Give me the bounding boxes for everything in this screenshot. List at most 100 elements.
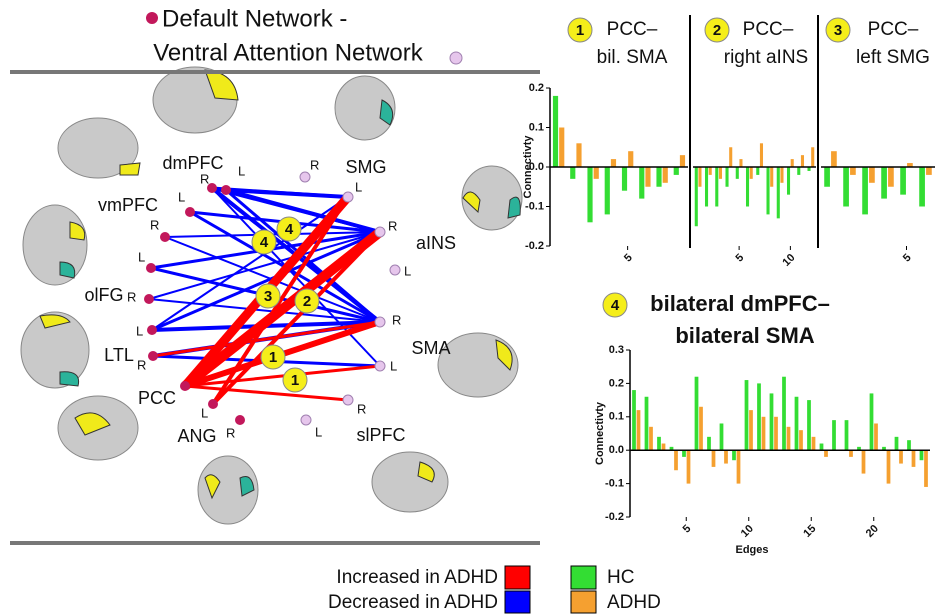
region-blob xyxy=(508,197,520,218)
bar xyxy=(920,450,924,460)
bar xyxy=(745,380,749,450)
bar xyxy=(622,167,627,191)
bar xyxy=(695,377,699,450)
side-label: R xyxy=(310,157,319,172)
bar xyxy=(715,167,718,207)
bar xyxy=(845,420,849,450)
bar xyxy=(770,393,774,450)
network-title: Default Network - xyxy=(162,5,347,32)
y-tick-label: -0.2 xyxy=(605,511,624,523)
bar xyxy=(709,167,712,175)
bar xyxy=(639,167,644,199)
bar xyxy=(663,167,668,183)
x-tick-label: 5 xyxy=(901,252,914,265)
bar xyxy=(649,427,653,450)
bar xyxy=(862,450,866,473)
region-label: ANG xyxy=(177,426,216,446)
side-label: L xyxy=(315,424,322,439)
dmn-node xyxy=(148,351,158,361)
bar xyxy=(824,450,828,457)
bar xyxy=(737,450,741,483)
bar xyxy=(850,167,856,175)
dmn-node xyxy=(235,415,245,425)
bar xyxy=(791,159,794,167)
dmn-node xyxy=(160,232,170,242)
y-tick-label: 0.1 xyxy=(609,411,624,423)
dmn-node xyxy=(221,185,231,195)
legend-swatch xyxy=(505,566,530,589)
bar xyxy=(832,420,836,450)
side-label: R xyxy=(127,289,136,304)
badge-number: 2 xyxy=(303,293,311,310)
side-label: L xyxy=(355,179,362,194)
bar xyxy=(712,450,716,467)
x-tick-label: 5 xyxy=(622,252,635,265)
region-label: PCC xyxy=(138,388,176,408)
x-tick-label: 5 xyxy=(681,523,694,536)
bar xyxy=(611,159,616,167)
bar xyxy=(645,397,649,450)
bar xyxy=(756,167,759,175)
region-label: dmPFC xyxy=(162,153,223,173)
badge-number: 4 xyxy=(285,221,294,238)
brain-image xyxy=(372,452,448,512)
bar xyxy=(760,143,763,167)
bar xyxy=(570,167,575,179)
bar xyxy=(637,410,641,450)
chart-title: PCC– xyxy=(743,19,794,40)
increased-edge xyxy=(185,386,348,400)
side-label: L xyxy=(238,163,245,178)
bar xyxy=(682,450,686,457)
bar xyxy=(919,167,925,207)
side-label: L xyxy=(178,189,185,204)
y-axis-label: Connectivty xyxy=(522,135,534,199)
bar xyxy=(632,390,636,450)
y-tick-label: -0.1 xyxy=(525,200,544,212)
van-node xyxy=(301,415,311,425)
bar xyxy=(739,159,742,167)
bar xyxy=(807,400,811,450)
bar xyxy=(698,167,701,187)
chart-title: bil. SMA xyxy=(597,47,668,68)
bar xyxy=(750,167,753,179)
badge-number: 3 xyxy=(264,288,272,305)
bar xyxy=(924,450,928,487)
region-label: aINS xyxy=(416,233,456,253)
bar xyxy=(674,450,678,470)
bar xyxy=(576,143,581,167)
bar xyxy=(895,437,899,450)
bar xyxy=(746,167,749,207)
chart-title: PCC– xyxy=(868,19,919,40)
bar xyxy=(657,437,661,450)
y-tick-label: 0.2 xyxy=(529,82,544,94)
bar xyxy=(732,450,736,460)
badge-number: 4 xyxy=(260,234,269,251)
bar xyxy=(559,128,564,168)
legend-swatch xyxy=(505,591,530,613)
region-label: SMG xyxy=(345,157,386,177)
x-tick-label: 5 xyxy=(733,252,746,265)
y-tick-label: 0.1 xyxy=(529,121,544,133)
bar xyxy=(770,167,773,187)
bar xyxy=(724,450,728,463)
van-node xyxy=(300,172,310,182)
chart-title: right aINS xyxy=(724,47,808,68)
bar xyxy=(695,167,698,226)
x-axis-label: Edges xyxy=(735,544,768,556)
bar xyxy=(811,147,814,167)
badge-number: 3 xyxy=(834,22,842,39)
van-node xyxy=(375,317,385,327)
dmn-node xyxy=(185,207,195,217)
bar xyxy=(869,167,875,183)
bar xyxy=(699,407,703,450)
bar xyxy=(795,397,799,450)
van-node xyxy=(343,395,353,405)
van-node xyxy=(375,227,385,237)
region-label: olFG xyxy=(84,285,123,305)
side-label: R xyxy=(357,401,366,416)
bar xyxy=(907,440,911,450)
bar xyxy=(780,167,783,183)
badge-number: 1 xyxy=(291,372,299,389)
bar xyxy=(705,167,708,207)
legend-label: ADHD xyxy=(607,592,661,613)
